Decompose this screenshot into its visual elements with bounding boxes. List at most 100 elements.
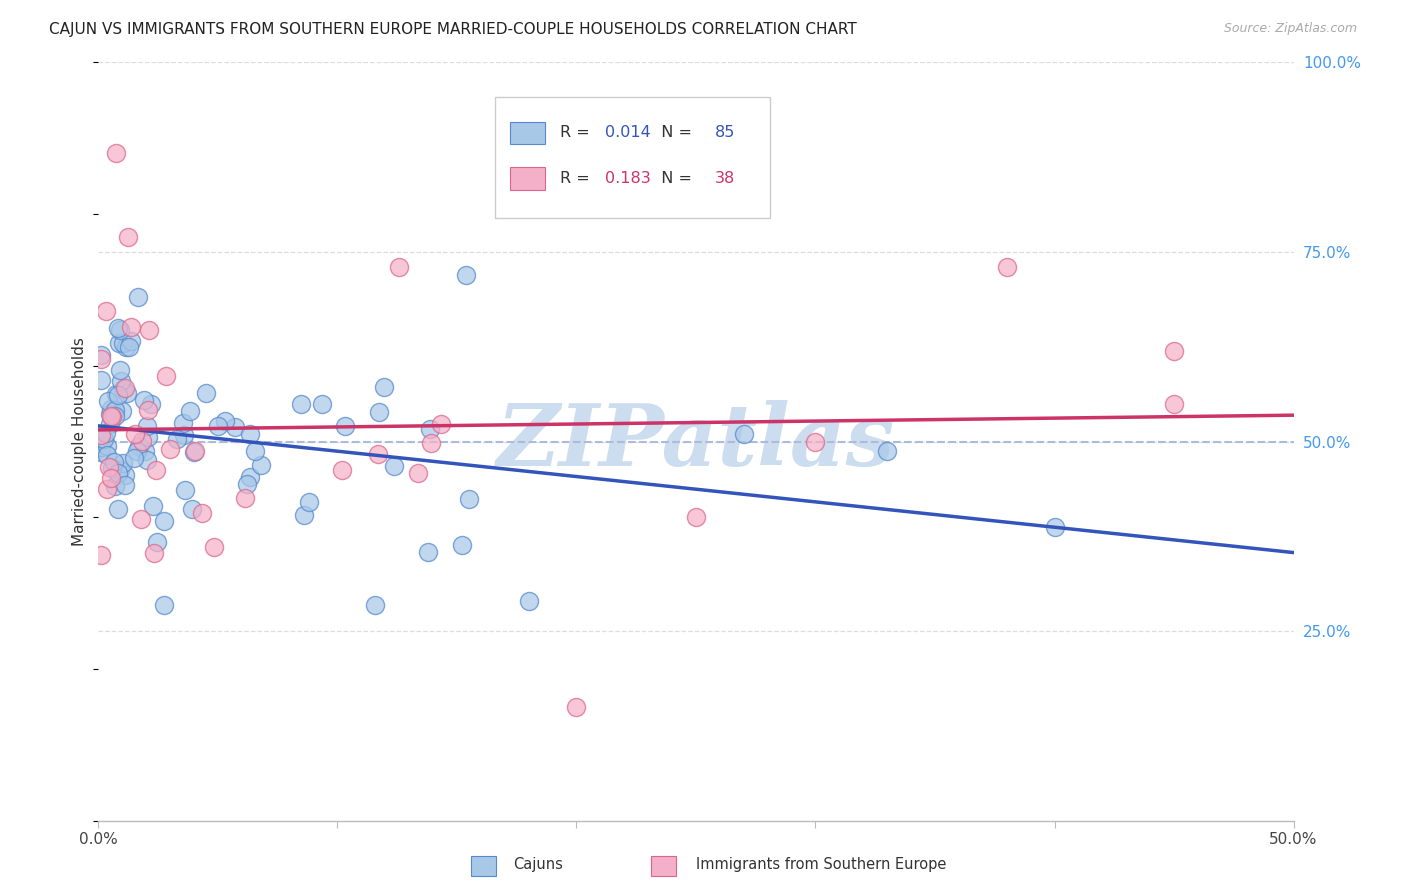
Point xyxy=(311,397,333,411)
Point xyxy=(420,435,443,450)
Point xyxy=(142,499,165,513)
Point xyxy=(98,417,121,432)
Point xyxy=(135,453,157,467)
Text: N =: N = xyxy=(651,126,697,140)
Point xyxy=(112,335,135,350)
Point xyxy=(90,440,112,454)
Point xyxy=(1043,520,1066,534)
Text: R =: R = xyxy=(560,171,595,186)
Point xyxy=(172,416,194,430)
Point xyxy=(117,229,139,244)
Point xyxy=(110,363,132,377)
Point xyxy=(419,422,441,436)
Text: Source: ZipAtlas.com: Source: ZipAtlas.com xyxy=(1223,22,1357,36)
Text: CAJUN VS IMMIGRANTS FROM SOUTHERN EUROPE MARRIED-COUPLE HOUSEHOLDS CORRELATION C: CAJUN VS IMMIGRANTS FROM SOUTHERN EUROPE… xyxy=(49,22,858,37)
Point xyxy=(107,501,129,516)
Point xyxy=(183,445,205,459)
Point xyxy=(104,146,127,161)
Point xyxy=(111,404,134,418)
Point xyxy=(451,538,474,552)
Point xyxy=(136,403,159,417)
Text: 85: 85 xyxy=(716,126,735,140)
Point xyxy=(454,268,477,282)
Point xyxy=(298,495,321,509)
Point xyxy=(1163,343,1185,358)
Point xyxy=(104,409,127,423)
Point xyxy=(202,540,225,554)
Text: 0.183: 0.183 xyxy=(605,171,651,186)
Point xyxy=(100,409,122,423)
Point xyxy=(367,447,389,461)
Point xyxy=(107,388,129,402)
Point xyxy=(155,368,177,383)
Point xyxy=(166,432,188,446)
Point xyxy=(98,407,121,421)
Point xyxy=(120,320,142,334)
Point xyxy=(111,456,134,470)
Text: R =: R = xyxy=(560,126,595,140)
Point xyxy=(384,459,406,474)
Point xyxy=(90,445,112,459)
Point xyxy=(239,427,262,442)
Point xyxy=(100,401,122,416)
Point xyxy=(104,387,127,401)
Point xyxy=(120,334,142,348)
Point xyxy=(104,479,127,493)
FancyBboxPatch shape xyxy=(509,121,546,145)
Text: 0.014: 0.014 xyxy=(605,126,651,140)
Point xyxy=(94,425,117,440)
Point xyxy=(108,323,131,337)
Point xyxy=(131,434,153,448)
Point xyxy=(173,427,195,442)
Point xyxy=(108,336,131,351)
Text: Immigrants from Southern Europe: Immigrants from Southern Europe xyxy=(696,857,946,872)
Point xyxy=(96,303,118,318)
Point xyxy=(430,417,453,431)
Point xyxy=(107,467,129,481)
Point xyxy=(995,260,1018,275)
Point xyxy=(108,463,131,477)
Point xyxy=(159,442,181,457)
Point xyxy=(1163,396,1185,410)
Point xyxy=(145,462,167,476)
Point xyxy=(685,510,707,524)
Point xyxy=(364,598,387,612)
Point xyxy=(146,534,169,549)
Point xyxy=(153,598,176,612)
Point xyxy=(517,594,540,608)
Point xyxy=(124,426,146,441)
Point xyxy=(224,420,246,434)
Point xyxy=(235,476,257,491)
Point xyxy=(388,260,411,275)
Point xyxy=(118,340,141,354)
FancyBboxPatch shape xyxy=(495,96,770,218)
Point xyxy=(179,404,201,418)
Point xyxy=(876,444,898,458)
Point xyxy=(132,392,155,407)
Point xyxy=(333,419,356,434)
Point xyxy=(173,483,195,497)
Point xyxy=(125,444,148,458)
Point xyxy=(134,444,156,458)
Point xyxy=(101,461,124,475)
Point xyxy=(90,351,112,366)
Point xyxy=(238,470,260,484)
Point xyxy=(114,467,136,482)
Point xyxy=(110,374,132,388)
Point xyxy=(103,455,125,469)
Point xyxy=(250,458,273,473)
Point xyxy=(214,414,236,428)
Point xyxy=(181,502,204,516)
Point xyxy=(104,403,127,417)
Point xyxy=(96,439,118,453)
Text: Cajuns: Cajuns xyxy=(513,857,562,872)
Point xyxy=(292,508,315,522)
Point xyxy=(207,419,229,434)
Point xyxy=(127,290,149,304)
Point xyxy=(135,419,157,434)
Text: ZIPatlas: ZIPatlas xyxy=(496,400,896,483)
Point xyxy=(115,385,138,400)
Point xyxy=(330,463,353,477)
Point xyxy=(90,348,112,362)
Point xyxy=(152,515,174,529)
